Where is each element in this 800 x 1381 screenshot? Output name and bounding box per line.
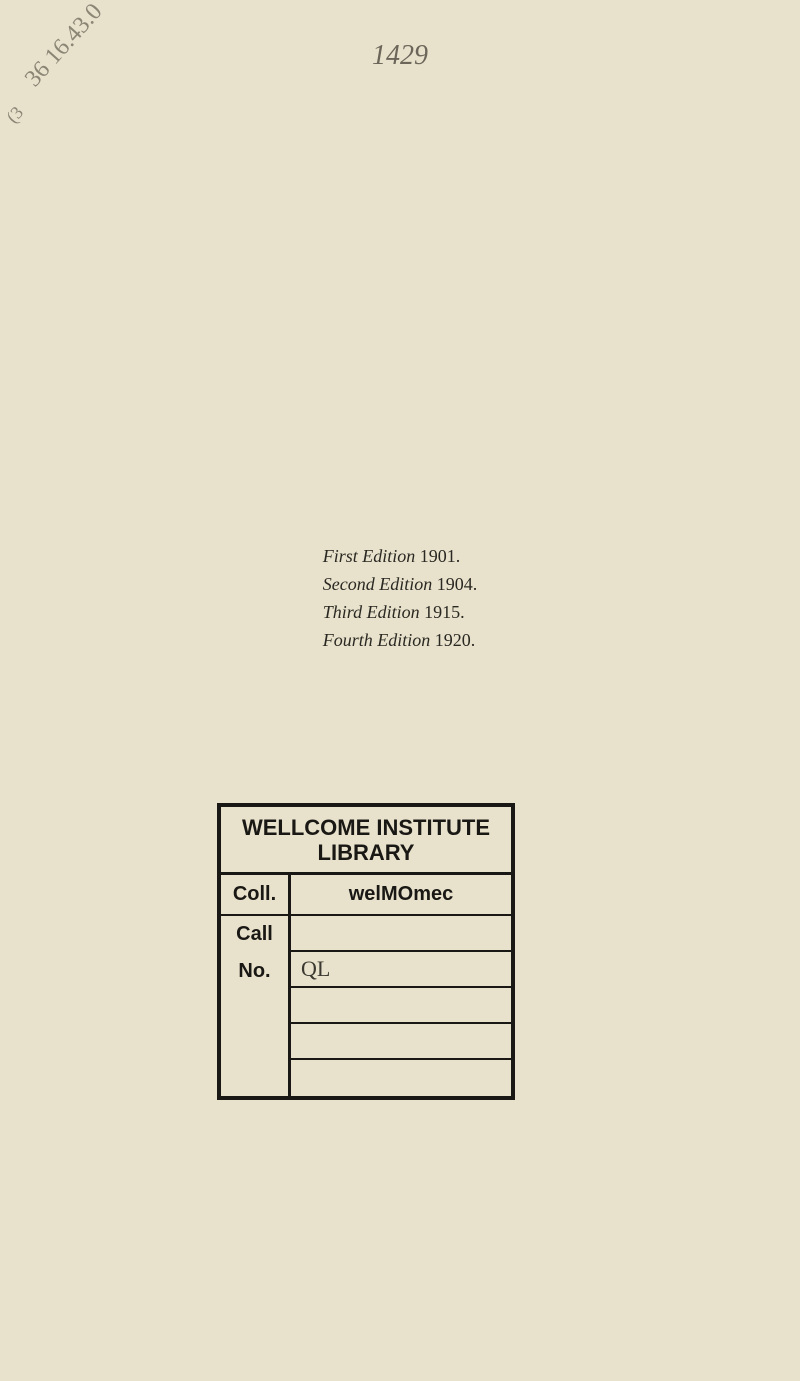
- edition-year: 1920.: [435, 630, 476, 650]
- call-no-section: Call No. QL: [221, 916, 511, 1096]
- coll-row: Coll. welMOmec: [221, 875, 511, 916]
- edition-year: 1901.: [420, 546, 461, 566]
- card-header: WELLCOME INSTITUTE LIBRARY: [221, 807, 511, 875]
- header-line-2: LIBRARY: [225, 840, 507, 865]
- coll-value: welMOmec: [291, 875, 511, 914]
- pencil-annotation-main: 36 16.43.0: [20, 0, 108, 93]
- edition-line: Third Edition 1915.: [323, 599, 477, 627]
- edition-label: First Edition: [323, 546, 416, 566]
- coll-label: Coll.: [221, 875, 291, 914]
- edition-line: Fourth Edition 1920.: [323, 627, 477, 655]
- header-line-1: WELLCOME INSTITUTE: [225, 815, 507, 840]
- editions-list: First Edition 1901. Second Edition 1904.…: [323, 543, 477, 655]
- call-no-labels: Call No.: [221, 916, 291, 1096]
- no-label: No.: [221, 953, 288, 990]
- call-no-value-row: [291, 988, 511, 1024]
- edition-line: First Edition 1901.: [323, 543, 477, 571]
- call-no-values: QL: [291, 916, 511, 1096]
- call-no-value-row: [291, 1024, 511, 1060]
- call-no-value-row: [291, 1060, 511, 1096]
- edition-label: Third Edition: [323, 602, 420, 622]
- library-card-stamp: WELLCOME INSTITUTE LIBRARY Coll. welMOme…: [217, 803, 515, 1100]
- call-no-value-row: QL: [291, 952, 511, 988]
- edition-label: Fourth Edition: [323, 630, 431, 650]
- edition-label: Second Edition: [323, 574, 432, 594]
- edition-year: 1915.: [424, 602, 465, 622]
- edition-year: 1904.: [437, 574, 478, 594]
- call-label: Call: [221, 916, 288, 953]
- pencil-annotation-small: (3: [2, 102, 28, 127]
- call-no-value-row: [291, 916, 511, 952]
- page-number-handwritten: 1429: [372, 40, 428, 72]
- edition-line: Second Edition 1904.: [323, 571, 477, 599]
